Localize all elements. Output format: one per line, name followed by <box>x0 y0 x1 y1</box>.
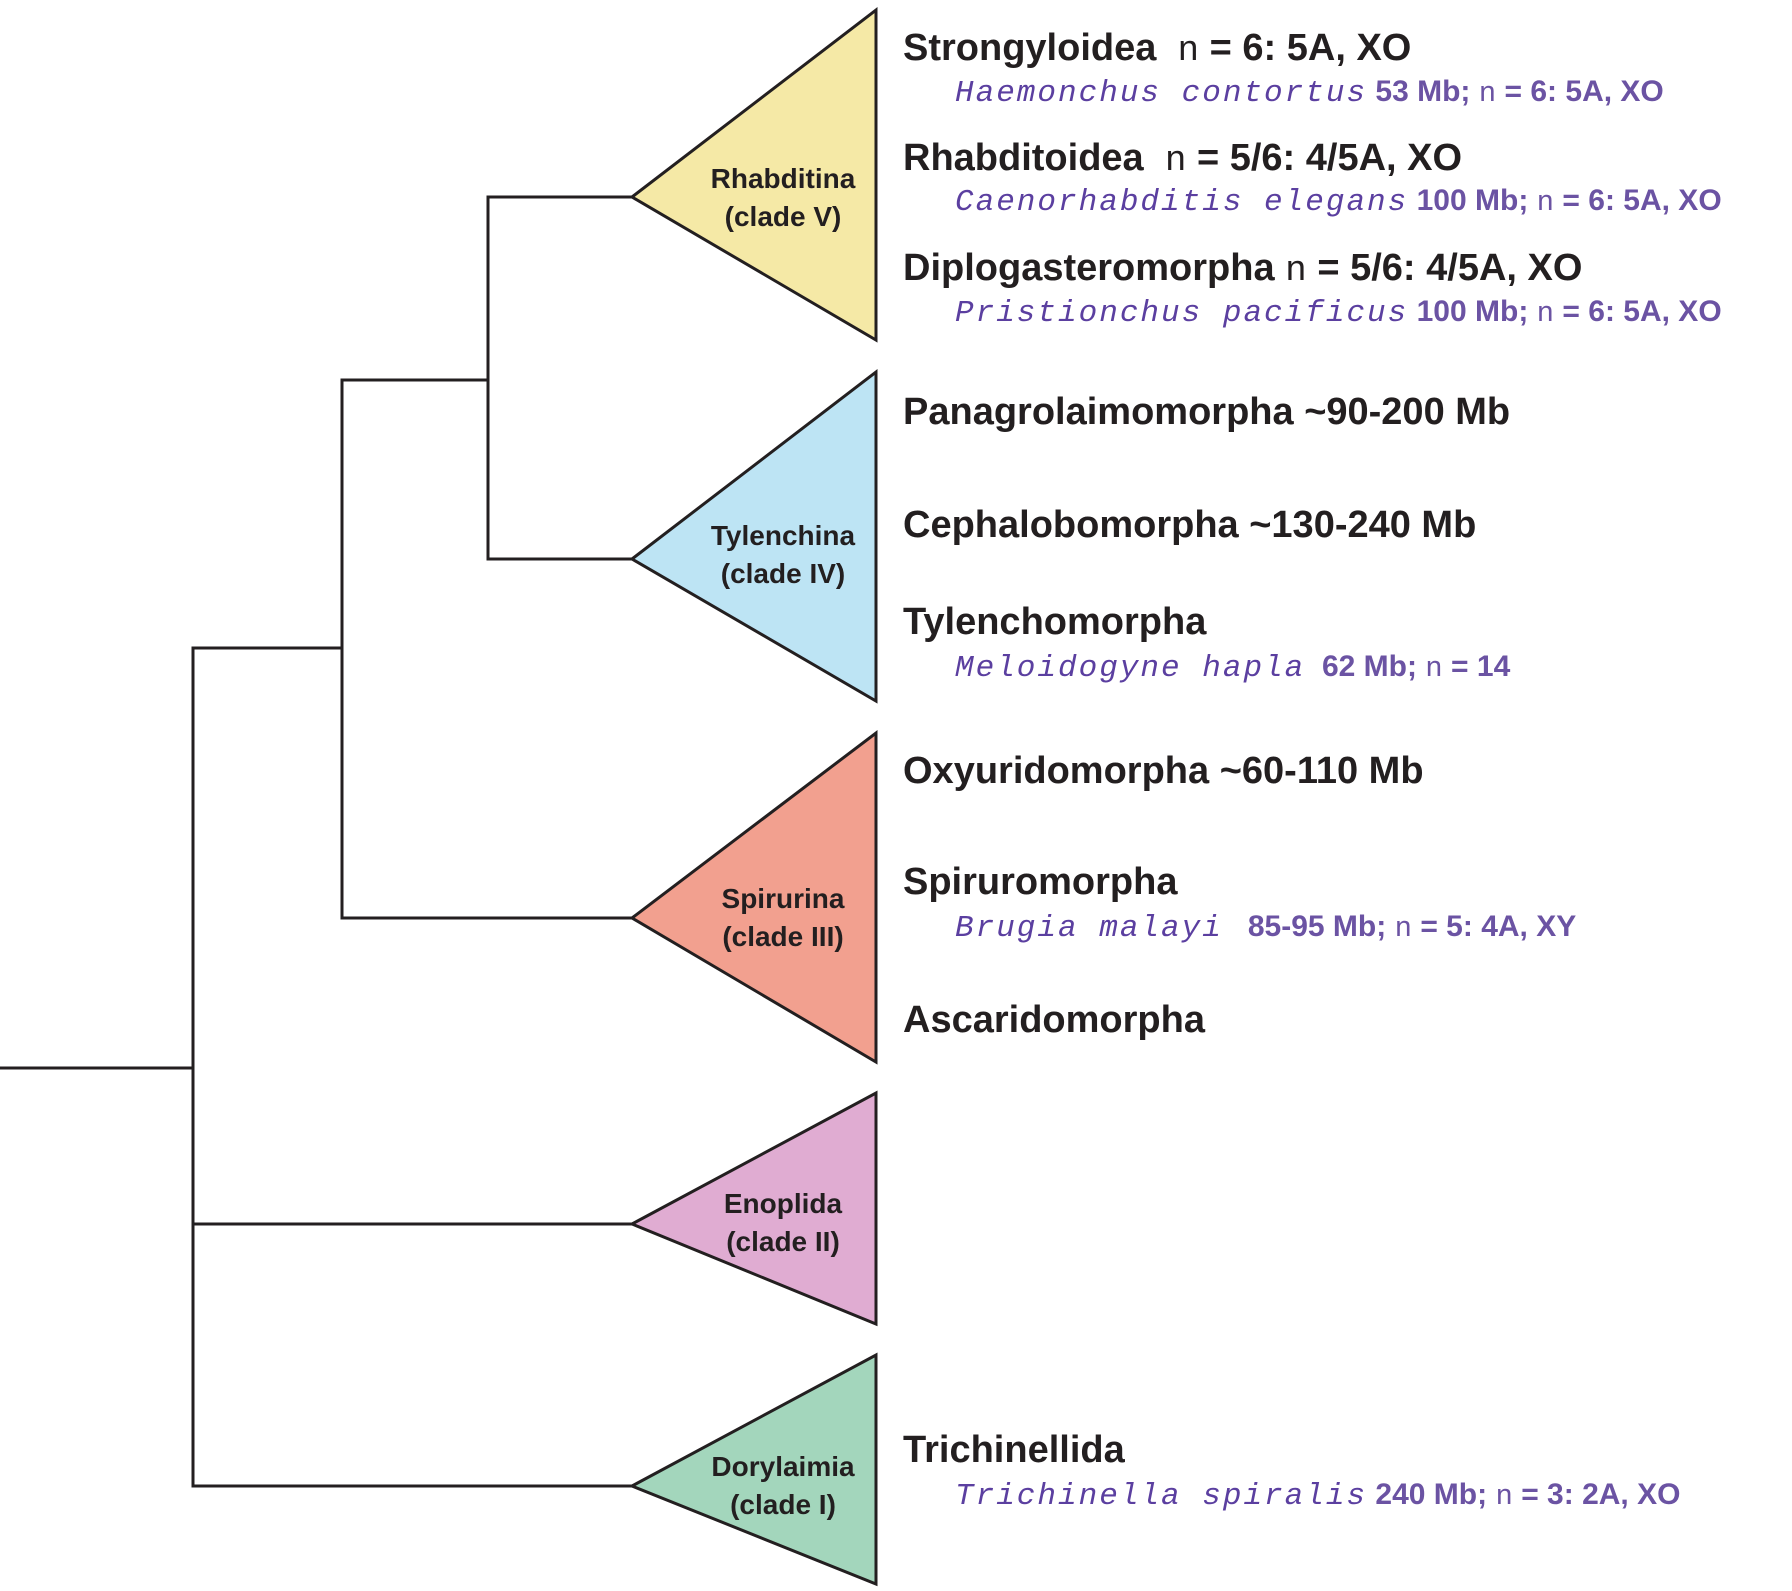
genome-size: 62 Mb; <box>1321 650 1417 683</box>
species-caenorhabditis-elegans: Caenorhabditis elegans 100 Mb; n = 6: 5A… <box>955 184 1722 220</box>
clade-number-spirurina: (clade III) <box>722 921 843 952</box>
haploid-symbol: n <box>1177 30 1200 71</box>
genome-size: 100 Mb; <box>1416 295 1529 328</box>
taxon-name: Oxyuridomorpha ~60-110 Mb <box>903 750 1424 792</box>
karyotype: = 5: 4A, XY <box>1420 910 1577 943</box>
haploid-symbol: n <box>1425 652 1443 685</box>
clade-name-tylenchina: Tylenchina <box>711 520 856 551</box>
haploid-symbol: n <box>1394 912 1412 945</box>
taxon-diplogasteromorpha: Diplogasteromorpha n = 5/6: 4/5A, XO <box>903 247 1582 291</box>
genome-size: 53 Mb; <box>1375 75 1471 108</box>
haploid-symbol: n <box>1536 297 1555 330</box>
triangle-dorylaimia <box>628 1352 878 1587</box>
genome-size: 240 Mb; <box>1375 1478 1488 1511</box>
taxon-spiruromorpha: Spiruromorpha <box>903 861 1177 904</box>
karyotype: = 3: 2A, XO <box>1521 1478 1681 1511</box>
karyotype: = 5/6: 4/5A, XO <box>1196 137 1463 179</box>
karyotype: = 6: 5A, XO <box>1562 295 1722 328</box>
species-trichinella-spiralis: Trichinella spiralis 240 Mb; n = 3: 2A, … <box>955 1478 1680 1514</box>
species-name: Brugia malayi <box>955 911 1223 946</box>
haploid-symbol: n <box>1536 186 1555 219</box>
taxon-tylenchomorpha: Tylenchomorpha <box>903 601 1206 644</box>
karyotype: = 6: 5A, XO <box>1209 27 1412 69</box>
taxon-name: Cephalobomorpha ~130-240 Mb <box>903 504 1477 546</box>
taxon-name: Tylenchomorpha <box>903 601 1207 643</box>
species-pristionchus-pacificus: Pristionchus pacificus 100 Mb; n = 6: 5A… <box>955 295 1722 331</box>
genome-size: 85-95 Mb; <box>1247 910 1387 943</box>
haploid-symbol: n <box>1164 140 1187 181</box>
clade-number-tylenchina: (clade IV) <box>721 558 845 589</box>
species-meloidogyne-hapla: Meloidogyne hapla 62 Mb; n = 14 <box>955 650 1510 686</box>
clade-number-dorylaimia: (clade I) <box>730 1489 836 1520</box>
taxon-ascaridomorpha: Ascaridomorpha <box>903 999 1205 1042</box>
karyotype: = 14 <box>1451 650 1511 683</box>
taxon-strongyloidea: Strongyloidea n = 6: 5A, XO <box>903 27 1411 71</box>
haploid-symbol: n <box>1495 1480 1513 1513</box>
clade-number-enoplida: (clade II) <box>726 1226 840 1257</box>
karyotype: = 6: 5A, XO <box>1504 75 1664 108</box>
clade-name-enoplida: Enoplida <box>724 1188 843 1219</box>
taxon-trichinellida: Trichinellida <box>903 1429 1125 1472</box>
taxon-name: Ascaridomorpha <box>903 999 1205 1041</box>
taxon-name: Spiruromorpha <box>903 861 1178 903</box>
karyotype: = 6: 5A, XO <box>1562 184 1722 217</box>
genome-size: 100 Mb; <box>1416 184 1529 217</box>
species-name: Caenorhabditis elegans <box>955 185 1409 220</box>
taxon-cephalobomorpha: Cephalobomorpha ~130-240 Mb <box>903 504 1476 547</box>
triangle-spirurina <box>629 729 878 1065</box>
triangle-tylenchina <box>629 368 878 704</box>
clade-name-dorylaimia: Dorylaimia <box>711 1451 855 1482</box>
clade-name-spirurina: Spirurina <box>722 883 845 914</box>
species-brugia-malayi: Brugia malayi 85-95 Mb; n = 5: 4A, XY <box>955 910 1576 946</box>
taxon-name: Trichinellida <box>903 1429 1125 1471</box>
species-name: Pristionchus pacificus <box>955 296 1409 331</box>
taxon-panagrolaimomorpha: Panagrolaimomorpha ~90-200 Mb <box>903 391 1510 434</box>
taxon-name: Rhabditoidea <box>903 137 1144 179</box>
haploid-symbol: n <box>1478 77 1497 110</box>
taxon-name: Strongyloidea <box>903 27 1157 69</box>
taxon-name: Panagrolaimomorpha ~90-200 Mb <box>903 391 1511 433</box>
taxon-rhabditoidea: Rhabditoidea n = 5/6: 4/5A, XO <box>903 137 1462 181</box>
species-name: Trichinella spiralis <box>955 1479 1368 1514</box>
species-name: Meloidogyne hapla <box>955 651 1306 686</box>
species-haemonchus-contortus: Haemonchus contortus 53 Mb; n = 6: 5A, X… <box>955 75 1664 111</box>
species-name: Haemonchus contortus <box>955 76 1368 111</box>
karyotype: = 5/6: 4/5A, XO <box>1317 247 1583 289</box>
taxon-name: Diplogasteromorpha <box>903 247 1275 289</box>
clade-number-rhabditina: (clade V) <box>725 201 842 232</box>
clade-name-rhabditina: Rhabditina <box>711 163 856 194</box>
triangle-enoplida <box>628 1090 878 1327</box>
taxon-oxyuridomorpha: Oxyuridomorpha ~60-110 Mb <box>903 750 1424 793</box>
triangle-rhabditina <box>629 6 878 343</box>
haploid-symbol: n <box>1285 250 1307 291</box>
